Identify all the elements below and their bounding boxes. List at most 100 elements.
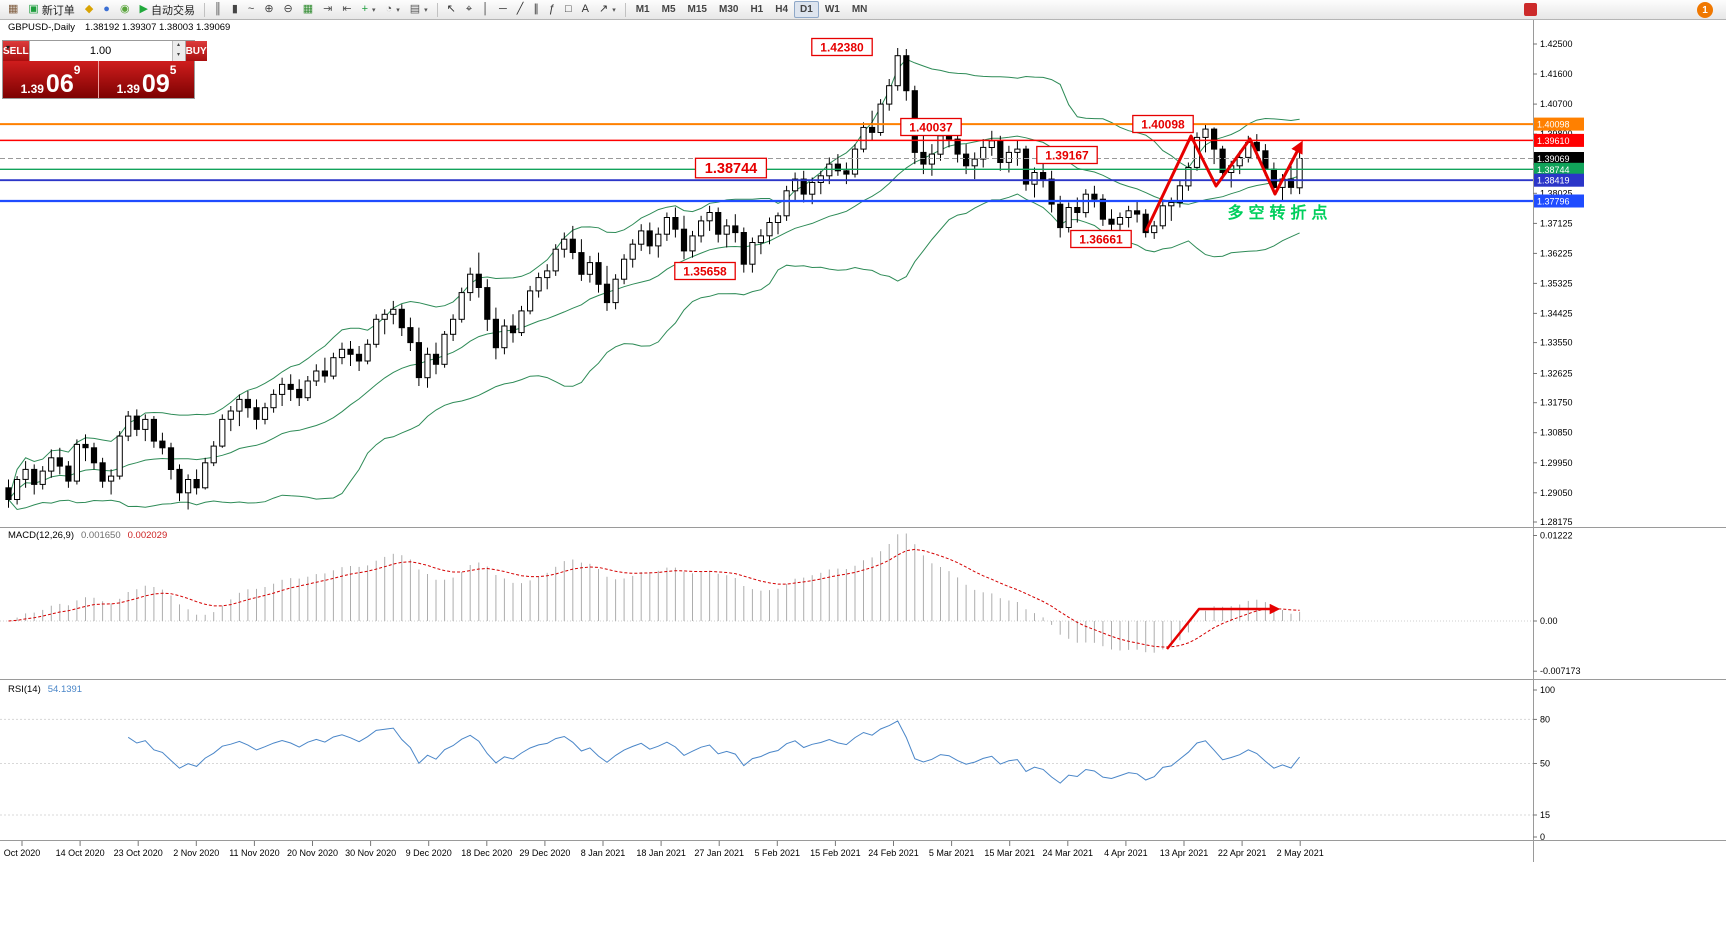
volume-input[interactable] [29,41,172,61]
price-annotation[interactable]: 1.36661 [1070,229,1132,249]
cursor-tool-button[interactable]: ↖ [442,1,461,18]
price-axis: 1.425001.416001.407001.398001.389001.380… [1533,39,1573,527]
macd-trend-arrow[interactable] [1166,603,1281,650]
help-info-button[interactable]: ◉ [115,1,135,18]
toolbar-red-icon[interactable] [1524,3,1537,16]
svg-text:1.40037: 1.40037 [909,120,953,134]
periods-button-dropdown-icon[interactable]: ▾ [396,6,400,14]
trend-zigzag-arrow[interactable] [1144,134,1303,232]
fibonacci-tool-icon: ƒ [548,3,555,15]
auto-scroll-button[interactable]: ⇥ [318,1,337,18]
new-order-button[interactable]: ▣ 新订单 [23,1,79,18]
timeframe-m30-button[interactable]: M30 [713,1,744,18]
main-toolbar: ▦ ▣ 新订单 ◆ ● ◉ ▶ 自动交易 ║ ▮ ~ ⊕ ⊖ ▦ ⇥ ⇤ + ▾ ◔ ▾ ▤ ▾ ↖ ⌖ │ ─ ╱ ∥ ƒ □ A ↗ ▾ M1… [0,0,1726,20]
volume-up-icon[interactable]: ▴ [172,41,185,51]
sell-price-figure: 1.39 [20,82,44,96]
timeframe-d1-button[interactable]: D1 [794,1,819,18]
sell-price-pips: 06 [45,70,74,98]
timeframe-h4-button[interactable]: H4 [769,1,794,18]
svg-text:1.29950: 1.29950 [1540,458,1573,468]
svg-text:1.39610: 1.39610 [1537,136,1570,146]
timeframe-m1-button-label: M1 [635,4,650,15]
svg-text:0: 0 [1540,832,1545,842]
volume-spin-buttons[interactable]: ▴ ▾ [171,41,185,61]
timeframe-m15-button[interactable]: M15 [682,1,713,18]
chart-shift-icon: ⇤ [342,3,352,15]
svg-text:18 Dec 2020: 18 Dec 2020 [461,848,512,858]
candlestick-mode-button[interactable]: ▮ [227,1,243,18]
price-annotation[interactable]: 1.42380 [811,37,873,57]
crosshair-tool-button[interactable]: ⌖ [461,1,477,18]
auto-trading-button[interactable]: ▶ 自动交易 [135,1,200,18]
auto-trading-icon: ▶ [139,3,149,15]
svg-text:Oct 2020: Oct 2020 [4,848,41,858]
periods-icon: ◔ [385,3,393,15]
turning-point-label[interactable]: 多空转折点 [1227,203,1332,222]
tile-windows-button[interactable]: ▦ [298,1,318,18]
svg-text:1.30850: 1.30850 [1540,428,1573,438]
templates-button-dropdown-icon[interactable]: ▾ [424,6,428,14]
svg-text:15: 15 [1540,810,1550,820]
indicators-list-button-dropdown-icon[interactable]: ▾ [372,6,376,14]
svg-text:1.38025: 1.38025 [1540,188,1573,198]
notification-badge[interactable]: 1 [1697,2,1713,18]
market-watch-button[interactable]: ◆ [80,1,98,18]
horizontal-line-tool-button[interactable]: ─ [494,1,512,18]
sell-button[interactable]: SELL [3,41,29,61]
toolbar-separator [436,2,438,17]
svg-text:2 Nov 2020: 2 Nov 2020 [173,848,219,858]
indicators-list-button[interactable]: + ▾ [357,1,381,18]
chart-shift-button[interactable]: ⇤ [337,1,356,18]
timeframe-m1-button[interactable]: M1 [630,1,656,18]
bar-chart-mode-button[interactable]: ║ [209,1,227,18]
one-click-trading-panel: SELL ▴ ▾ BUY 1.39 06 9 1.39 09 5 [2,40,207,99]
svg-text:18 Jan 2021: 18 Jan 2021 [636,848,686,858]
price-tag: 1.38744 [1534,162,1584,176]
svg-text:11 Nov 2020: 11 Nov 2020 [229,848,279,858]
vertical-line-tool-button[interactable]: │ [477,1,494,18]
arrow-objects-button-dropdown-icon[interactable]: ▾ [612,6,616,14]
trendline-tool-button[interactable]: ╱ [512,1,529,18]
channel-tool-button[interactable]: ∥ [528,1,544,18]
sell-price-display[interactable]: 1.39 06 9 [3,61,98,98]
rsi-line [127,720,1300,784]
arrow-objects-button[interactable]: ↗ ▾ [594,1,621,18]
rsi-value: 54.1391 [47,684,83,695]
zoom-out-button[interactable]: ⊖ [279,1,298,18]
buy-price-pipette: 5 [169,63,177,77]
timeframe-w1-button[interactable]: W1 [819,1,846,18]
cursor-tool-icon: ↖ [446,3,456,15]
timeframe-mn-button-label: MN [851,4,868,15]
line-chart-mode-button[interactable]: ~ [243,1,259,18]
trade-panel-collapse-icon[interactable]: ▾ [6,43,11,52]
bar-chart-mode-icon: ║ [214,3,222,15]
periods-button[interactable]: ◔ ▾ [381,1,405,18]
timeframe-h1-button[interactable]: H1 [744,1,769,18]
buy-price-display[interactable]: 1.39 09 5 [98,61,194,98]
zoom-in-button[interactable]: ⊕ [259,1,278,18]
price-annotation[interactable]: 1.40098 [1132,114,1194,134]
candlesticks [5,48,1303,510]
web-community-button[interactable]: ● [98,1,115,18]
price-annotation[interactable]: 1.35658 [674,261,736,281]
svg-text:20 Nov 2020: 20 Nov 2020 [287,848,338,858]
shapes-tool-button[interactable]: □ [560,1,577,18]
svg-text:9 Dec 2020: 9 Dec 2020 [406,848,452,858]
timeframe-mn-button[interactable]: MN [846,1,874,18]
price-annotation[interactable]: 1.38744 [694,157,768,179]
timeframe-m5-button[interactable]: M5 [656,1,682,18]
buy-button[interactable]: BUY [185,41,207,61]
price-tag: 1.39610 [1534,133,1584,147]
svg-text:1.35658: 1.35658 [683,264,727,278]
price-annotation[interactable]: 1.40037 [900,117,962,137]
volume-down-icon[interactable]: ▾ [172,51,185,61]
volume-stepper[interactable]: ▴ ▾ [28,41,186,61]
templates-button[interactable]: ▤ ▾ [405,1,433,18]
charts-window-button[interactable]: ▦ [3,1,23,18]
macd-pane: 0.01222 0.00 -0.007173 [0,531,1581,676]
svg-text:1.38419: 1.38419 [1537,176,1570,186]
text-label-tool-button[interactable]: A [577,1,594,18]
price-annotation[interactable]: 1.39167 [1036,145,1098,165]
fibonacci-tool-button[interactable]: ƒ [544,1,560,18]
